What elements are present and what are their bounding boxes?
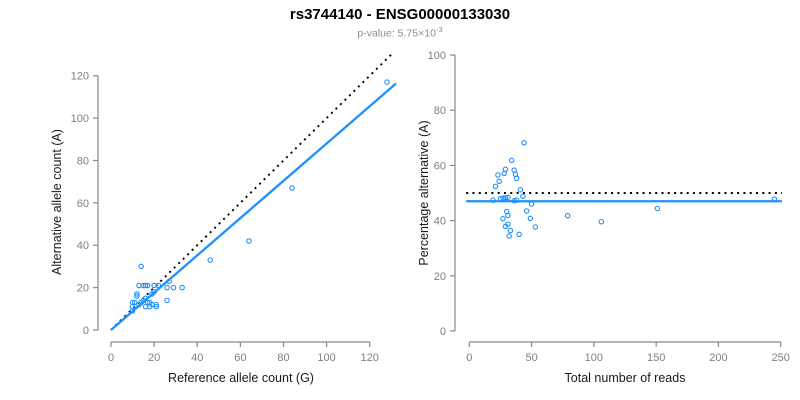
data-point — [520, 193, 526, 200]
y-tick-label: 80 — [434, 105, 446, 117]
data-point — [516, 231, 522, 238]
data-point — [492, 183, 499, 190]
data-point — [149, 291, 155, 297]
left-scatter-panel: 0 20 40 60 80 100 120 0 20 40 60 80 100 120 — [71, 53, 397, 364]
right-x-axis-title: Total number of reads — [564, 371, 686, 385]
x-tick-label: 40 — [191, 352, 203, 364]
data-point — [513, 175, 520, 182]
data-point — [500, 195, 506, 201]
x-tick-label: 50 — [525, 352, 537, 364]
data-point — [598, 218, 605, 225]
p-value-text: p-value: 5.75×10 — [357, 27, 436, 40]
data-point — [142, 303, 149, 310]
x-tick-label: 150 — [647, 352, 665, 364]
y-tick-label: 120 — [71, 71, 89, 83]
data-point — [654, 205, 661, 212]
y-tick-label: 0 — [440, 326, 446, 338]
data-point — [508, 157, 515, 164]
data-point — [527, 215, 534, 222]
data-point — [207, 257, 213, 263]
data-point — [495, 172, 501, 178]
data-point — [511, 197, 517, 204]
data-point — [501, 170, 507, 177]
x-tick-label: 0 — [466, 352, 472, 364]
figure-title: rs3744140 - ENSG00000133030 — [289, 6, 511, 23]
data-point — [153, 301, 160, 308]
y-tick-label: 100 — [428, 50, 446, 62]
data-point — [505, 194, 511, 201]
x-tick-label: 100 — [585, 352, 603, 364]
x-tick-label: 60 — [234, 352, 246, 364]
data-point — [505, 212, 511, 219]
data-point — [521, 140, 527, 146]
data-point — [502, 223, 509, 230]
data-point — [771, 196, 778, 202]
data-point — [490, 197, 496, 203]
right-y-axis-title: Percentage alternative (A) — [417, 120, 431, 266]
right-scatter-panel: 0 50 100 150 200 250 0 20 40 60 80 100 — [428, 50, 790, 364]
data-point — [517, 186, 524, 193]
left-x-axis-title: Reference allele count (G) — [168, 371, 314, 385]
data-point — [246, 238, 252, 244]
identity-line — [110, 53, 393, 331]
x-tick-label: 250 — [772, 352, 790, 364]
y-tick-label: 100 — [71, 113, 89, 125]
x-tick-label: 20 — [148, 352, 160, 364]
figure-subtitle: p-value: 5.75×10-3 — [0, 25, 800, 40]
data-point — [134, 291, 140, 297]
y-tick-label: 20 — [77, 283, 89, 295]
data-point — [500, 215, 506, 222]
data-point — [506, 233, 512, 239]
y-tick-label: 60 — [77, 198, 89, 210]
data-point — [153, 303, 160, 310]
data-point — [136, 282, 142, 289]
data-point — [497, 195, 504, 202]
y-tick-label: 80 — [77, 155, 89, 167]
data-point — [134, 293, 140, 299]
y-tick-label: 40 — [77, 240, 89, 252]
y-tick-label: 40 — [434, 216, 446, 228]
x-tick-label: 100 — [317, 352, 335, 364]
data-point — [155, 282, 162, 289]
data-point — [129, 308, 136, 314]
data-point — [513, 197, 520, 203]
p-value-exponent: -3 — [435, 25, 443, 34]
x-tick-label: 200 — [709, 352, 727, 364]
data-point — [528, 201, 535, 207]
data-point — [523, 208, 530, 214]
data-point — [144, 282, 151, 289]
data-points — [129, 79, 390, 314]
data-point — [138, 263, 144, 270]
y-tick-label: 0 — [83, 325, 89, 337]
data-point — [179, 284, 185, 291]
data-points — [490, 140, 778, 239]
data-point — [164, 297, 170, 304]
x-tick-label: 120 — [361, 352, 379, 364]
regression-line — [110, 82, 397, 331]
data-point — [170, 284, 177, 291]
x-tick-label: 0 — [108, 352, 114, 364]
data-point — [502, 194, 509, 201]
data-point — [289, 185, 295, 191]
y-tick-label: 20 — [434, 271, 446, 283]
data-point — [142, 295, 149, 301]
data-point — [147, 303, 153, 310]
data-point — [384, 79, 390, 85]
data-point — [166, 278, 172, 285]
y-tick-label: 60 — [434, 160, 446, 172]
data-point — [496, 178, 502, 185]
data-point — [131, 299, 138, 306]
left-y-axis-title: Alternative allele count (A) — [50, 129, 64, 275]
data-point — [532, 224, 539, 230]
x-tick-label: 80 — [277, 352, 289, 364]
data-point — [144, 299, 151, 306]
data-point — [142, 282, 149, 289]
data-point — [164, 284, 170, 291]
data-point — [507, 227, 514, 234]
data-point — [564, 212, 571, 219]
